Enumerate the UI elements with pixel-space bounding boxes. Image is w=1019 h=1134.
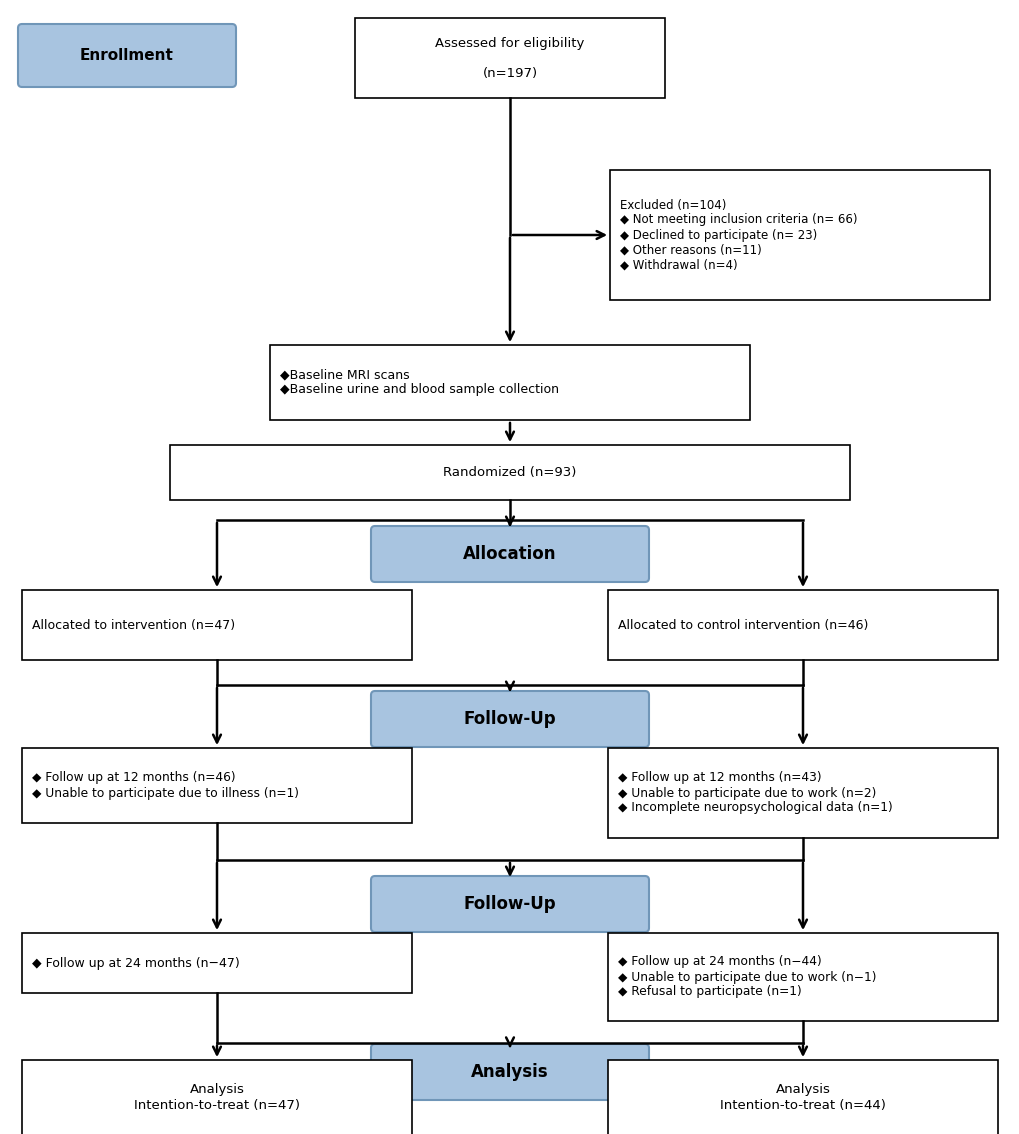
FancyBboxPatch shape	[270, 345, 749, 420]
FancyBboxPatch shape	[607, 590, 997, 660]
Text: ◆Baseline MRI scans
◆Baseline urine and blood sample collection: ◆Baseline MRI scans ◆Baseline urine and …	[280, 369, 558, 397]
Text: Assessed for eligibility

(n=197): Assessed for eligibility (n=197)	[435, 36, 584, 79]
Text: Analysis: Analysis	[471, 1063, 548, 1081]
Text: Follow-Up: Follow-Up	[464, 895, 555, 913]
FancyBboxPatch shape	[22, 1060, 412, 1134]
FancyBboxPatch shape	[371, 691, 648, 747]
FancyBboxPatch shape	[18, 24, 235, 87]
FancyBboxPatch shape	[371, 526, 648, 582]
Text: Analysis
Intention-to-treat (n=47): Analysis Intention-to-treat (n=47)	[133, 1083, 300, 1111]
FancyBboxPatch shape	[607, 1060, 997, 1134]
Text: Enrollment: Enrollment	[79, 48, 174, 64]
Text: ◆ Follow up at 12 months (n=43)
◆ Unable to participate due to work (n=2)
◆ Inco: ◆ Follow up at 12 months (n=43) ◆ Unable…	[618, 771, 892, 814]
FancyBboxPatch shape	[371, 875, 648, 932]
Text: Randomized (n=93): Randomized (n=93)	[443, 466, 576, 479]
FancyBboxPatch shape	[609, 170, 989, 301]
FancyBboxPatch shape	[22, 933, 412, 993]
Text: Analysis
Intention-to-treat (n=44): Analysis Intention-to-treat (n=44)	[719, 1083, 886, 1111]
Text: ◆ Follow up at 24 months (n−44)
◆ Unable to participate due to work (n−1)
◆ Refu: ◆ Follow up at 24 months (n−44) ◆ Unable…	[618, 956, 875, 999]
FancyBboxPatch shape	[607, 748, 997, 838]
Text: ◆ Follow up at 12 months (n=46)
◆ Unable to participate due to illness (n=1): ◆ Follow up at 12 months (n=46) ◆ Unable…	[32, 771, 299, 799]
FancyBboxPatch shape	[22, 590, 412, 660]
Text: Excluded (n=104)
◆ Not meeting inclusion criteria (n= 66)
◆ Declined to particip: Excluded (n=104) ◆ Not meeting inclusion…	[620, 198, 857, 271]
Text: Allocation: Allocation	[463, 545, 556, 562]
Text: Follow-Up: Follow-Up	[464, 710, 555, 728]
FancyBboxPatch shape	[371, 1044, 648, 1100]
FancyBboxPatch shape	[355, 18, 664, 98]
FancyBboxPatch shape	[170, 445, 849, 500]
FancyBboxPatch shape	[22, 748, 412, 823]
Text: Allocated to control intervention (n=46): Allocated to control intervention (n=46)	[618, 618, 867, 632]
FancyBboxPatch shape	[607, 933, 997, 1021]
Text: ◆ Follow up at 24 months (n−47): ◆ Follow up at 24 months (n−47)	[32, 956, 239, 970]
Text: Allocated to intervention (n=47): Allocated to intervention (n=47)	[32, 618, 235, 632]
